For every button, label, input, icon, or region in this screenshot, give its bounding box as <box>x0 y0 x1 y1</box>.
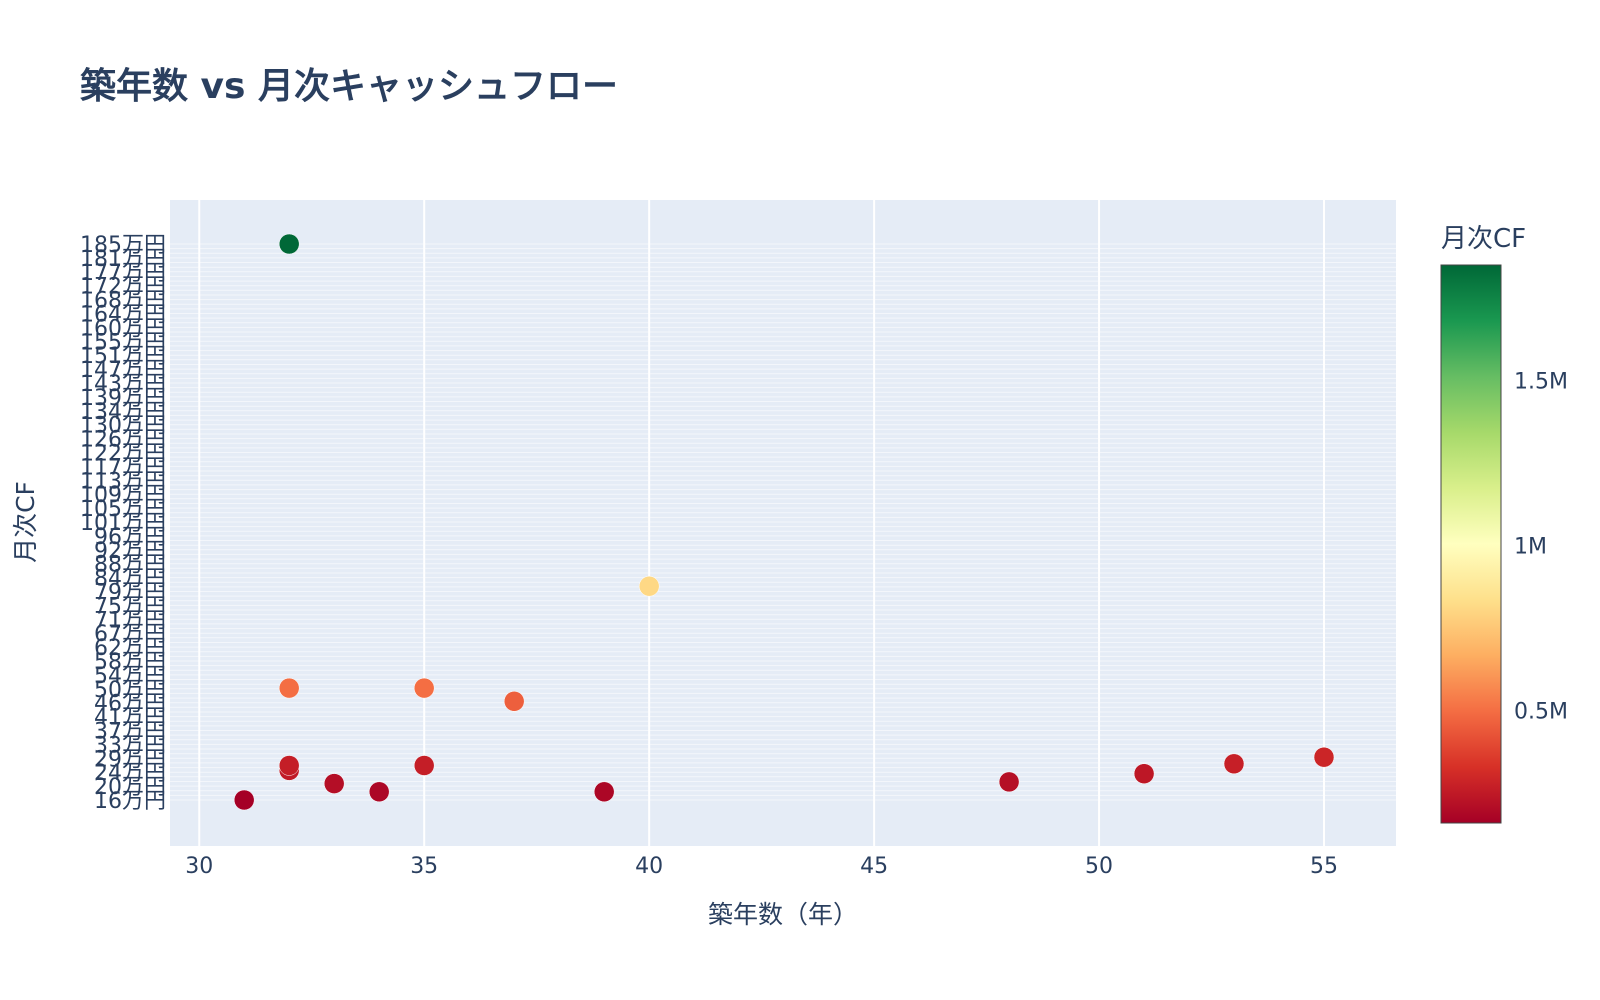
data-point[interactable] <box>638 575 660 597</box>
x-gridlines <box>198 200 1326 846</box>
colorbar <box>1440 264 1502 824</box>
x-axis-title: 築年数（年） <box>708 900 858 929</box>
y-tick-label: 181万円 <box>80 247 166 272</box>
data-point[interactable] <box>503 691 525 712</box>
data-point[interactable] <box>1313 746 1335 768</box>
y-tick-label: 88万円 <box>94 553 166 578</box>
y-tick-label: 177万円 <box>80 261 166 286</box>
chart-title: 築年数 vs 月次キャッシュフロー <box>80 66 618 107</box>
data-point[interactable] <box>1223 753 1245 775</box>
x-tick-label: 35 <box>410 854 438 879</box>
y-tick-label: 67万円 <box>94 622 166 647</box>
y-tick-label: 185万円 <box>80 233 166 258</box>
plot-area <box>170 200 1396 846</box>
y-tick-label: 24万円 <box>94 761 166 786</box>
y-tick-label: 164万円 <box>80 303 166 328</box>
y-tick-label: 139万円 <box>80 386 166 411</box>
y-tick-label: 58万円 <box>94 650 166 675</box>
colorbar-tick-label: 1M <box>1514 535 1547 560</box>
data-point[interactable] <box>278 677 300 699</box>
data-point[interactable] <box>413 677 435 699</box>
data-point[interactable] <box>233 789 255 811</box>
data-point[interactable] <box>413 755 435 776</box>
y-tick-label: 105万円 <box>80 497 166 522</box>
colorbar-title: 月次CF <box>1441 224 1526 254</box>
y-tick-labels: 16万円20万円24万円29万円33万円37万円41万円46万円50万円54万円… <box>80 233 166 814</box>
data-point[interactable] <box>278 233 300 255</box>
data-points <box>233 233 1335 811</box>
y-tick-label: 62万円 <box>94 636 166 661</box>
x-tick-labels: 30 35 40 45 50 55 <box>185 854 1338 879</box>
y-tick-label: 71万円 <box>94 608 166 633</box>
y-tick-label: 46万円 <box>94 692 166 717</box>
colorbar-tick-labels: 0.5M 1M 1.5M <box>1514 370 1568 725</box>
y-tick-label: 147万円 <box>80 358 166 383</box>
y-tick-label: 126万円 <box>80 428 166 453</box>
y-tick-label: 96万円 <box>94 525 166 550</box>
x-tick-label: 40 <box>635 854 663 879</box>
x-tick-label: 45 <box>860 854 888 879</box>
y-tick-label: 160万円 <box>80 316 166 341</box>
y-tick-label: 134万円 <box>80 400 166 425</box>
colorbar-tick-label: 1.5M <box>1514 370 1568 395</box>
x-tick-label: 30 <box>185 854 213 879</box>
x-tick-label: 50 <box>1085 854 1113 879</box>
y-tick-label: 109万円 <box>80 483 166 508</box>
y-tick-label: 20万円 <box>94 775 166 800</box>
y-tick-label: 151万円 <box>80 344 166 369</box>
y-tick-label: 50万円 <box>94 678 166 703</box>
y-tick-label: 168万円 <box>80 289 166 314</box>
data-point[interactable] <box>593 781 615 803</box>
y-tick-label: 155万円 <box>80 330 166 355</box>
y-tick-label: 79万円 <box>94 581 166 606</box>
y-tick-label: 113万円 <box>80 469 166 494</box>
y-tick-label: 16万円 <box>94 789 166 814</box>
colorbar-tick-label: 0.5M <box>1514 700 1568 725</box>
data-point[interactable] <box>323 773 345 794</box>
y-tick-label: 75万円 <box>94 594 166 619</box>
y-tick-label: 117万円 <box>80 455 166 480</box>
y-tick-label: 33万円 <box>94 733 166 758</box>
y-tick-label: 122万円 <box>80 442 166 467</box>
data-point[interactable] <box>998 771 1020 793</box>
y-tick-label: 92万円 <box>94 539 166 564</box>
y-tick-label: 54万円 <box>94 664 166 689</box>
y-tick-label: 41万円 <box>94 706 166 731</box>
data-point[interactable] <box>368 781 390 803</box>
data-point[interactable] <box>1133 763 1155 784</box>
y-axis-title: 月次CF <box>11 481 40 563</box>
y-tick-label: 84万円 <box>94 567 166 592</box>
y-tick-label: 29万円 <box>94 747 166 772</box>
data-point[interactable] <box>278 755 300 776</box>
y-tick-label: 37万円 <box>94 720 166 745</box>
y-tick-label: 101万円 <box>80 511 166 536</box>
y-gridlines <box>170 243 1396 801</box>
y-tick-label: 143万円 <box>80 372 166 397</box>
y-tick-label: 130万円 <box>80 414 166 439</box>
x-tick-label: 55 <box>1310 854 1338 879</box>
y-tick-label: 172万円 <box>80 275 166 300</box>
